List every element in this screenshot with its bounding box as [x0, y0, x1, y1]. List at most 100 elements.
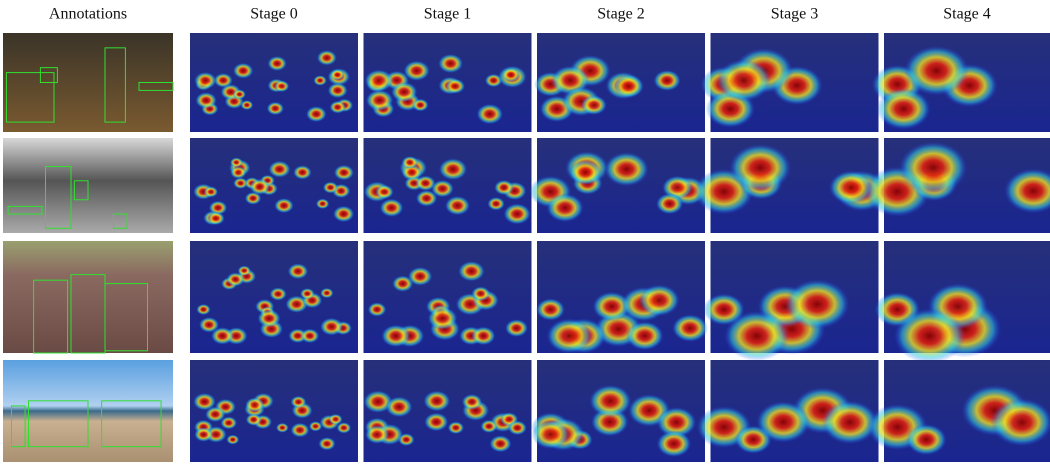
heatmap-blob	[489, 435, 511, 452]
heatmap-blob	[991, 398, 1050, 446]
heatmap-blob	[293, 165, 312, 179]
heatmap-blob	[245, 397, 264, 412]
heatmap-blob	[445, 79, 465, 94]
heatmap-blob	[438, 54, 463, 73]
heatmap-blob	[195, 92, 217, 109]
column-header: Stage 2	[597, 6, 645, 23]
heatmap-blob	[267, 56, 286, 71]
heatmap-blob	[337, 422, 352, 433]
heatmap-blob	[274, 80, 289, 92]
heatmap-blob	[904, 46, 969, 96]
heatmap-blob	[716, 59, 771, 101]
heatmap-blob	[230, 157, 243, 167]
column-header: Stage 1	[424, 6, 472, 23]
column-header: Stage 0	[250, 6, 298, 23]
heatmap-blob	[375, 185, 394, 199]
heatmap-blob	[276, 423, 289, 433]
heatmap-blob	[320, 288, 333, 298]
heatmap-blob	[604, 152, 648, 186]
heatmap-blob	[320, 318, 343, 336]
heatmap-blob	[546, 193, 583, 222]
heatmap-blob	[230, 166, 246, 179]
heatmap-blob	[380, 199, 404, 217]
heatmap-blob	[246, 413, 262, 425]
heatmap-blob	[423, 391, 450, 412]
heatmap-blob	[412, 99, 429, 112]
heatmap-blob	[267, 102, 284, 115]
heatmap-blob	[274, 198, 294, 213]
heatmap-blob	[290, 423, 309, 438]
heatmap-blob	[476, 104, 503, 125]
heatmap-blob	[724, 311, 789, 361]
heatmap-blob	[672, 314, 708, 342]
figure: AnnotationsStage 0Stage 1Stage 2Stage 3S…	[0, 0, 1050, 465]
heatmap-blob	[424, 413, 448, 432]
heatmap-blob	[364, 69, 393, 91]
heatmap-blob	[313, 75, 327, 86]
heatmap-blob	[487, 197, 504, 210]
heatmap-blob	[318, 437, 335, 450]
heatmap-blob	[288, 263, 309, 279]
heatmap-blob	[448, 421, 465, 434]
heatmap-blob	[330, 69, 345, 80]
heatmap-blob	[657, 430, 692, 457]
heatmap-blob	[240, 100, 253, 110]
heatmap-blob	[899, 142, 967, 194]
heatmap-blob	[729, 144, 791, 192]
heatmap-blob	[428, 307, 458, 330]
heatmap-blob	[402, 156, 419, 169]
heatmap-blob	[269, 287, 286, 300]
heatmap-blob	[494, 180, 514, 195]
heatmap-blob	[894, 308, 966, 363]
heatmap-blob	[333, 206, 354, 222]
heatmap-blob	[233, 63, 254, 79]
heatmap-blob	[581, 95, 607, 115]
heatmap-blob	[194, 427, 213, 442]
heatmap-blob	[300, 288, 315, 299]
heatmap-blob	[386, 396, 413, 417]
heatmap-blob	[194, 72, 216, 89]
heatmap-blob	[226, 435, 239, 445]
heatmap-blob	[268, 161, 290, 178]
heatmap-blob	[445, 196, 470, 215]
heatmap-blob	[906, 424, 947, 455]
heatmap-blob	[323, 182, 338, 194]
column-header: Stage 4	[943, 6, 991, 23]
heatmap-blob	[207, 212, 224, 225]
heatmap-blob	[877, 88, 931, 130]
heatmap-blob	[505, 319, 528, 337]
heatmap-blob	[613, 74, 644, 98]
heatmap-blob	[257, 309, 280, 327]
column-header: Annotations	[49, 6, 127, 23]
heatmap-blob	[656, 193, 683, 214]
heatmap-blob	[502, 68, 521, 82]
heatmap-blob	[416, 190, 437, 207]
heatmap-blob	[199, 317, 219, 333]
heatmap-blob	[639, 285, 680, 317]
heatmap-blob	[462, 394, 483, 410]
heatmap-blob	[238, 266, 251, 276]
heatmap-blob	[309, 421, 322, 431]
heatmap-blob	[569, 160, 602, 185]
heatmap-blob	[317, 50, 337, 65]
heatmap-blob	[365, 425, 389, 444]
heatmap-blob	[368, 302, 387, 316]
heatmap-blob	[547, 318, 593, 353]
heatmap-blob	[204, 186, 218, 197]
heatmap-blob	[381, 325, 410, 348]
heatmap-blob	[415, 175, 435, 190]
heatmap-blob	[329, 101, 346, 114]
heatmap-blob	[300, 329, 319, 344]
heatmap-blob	[366, 90, 394, 111]
heatmap-blob	[785, 279, 850, 329]
heatmap-blob	[503, 203, 530, 224]
heatmap-blob	[626, 321, 664, 350]
heatmap-blob	[233, 89, 246, 99]
heatmap-blob	[408, 267, 433, 286]
heatmap-blob	[196, 304, 210, 315]
heatmap-blob	[471, 286, 490, 301]
heatmap-blob	[290, 396, 306, 408]
heatmap-blob	[249, 179, 270, 195]
heatmap-blob	[508, 421, 527, 436]
heatmap-blob	[391, 82, 417, 102]
